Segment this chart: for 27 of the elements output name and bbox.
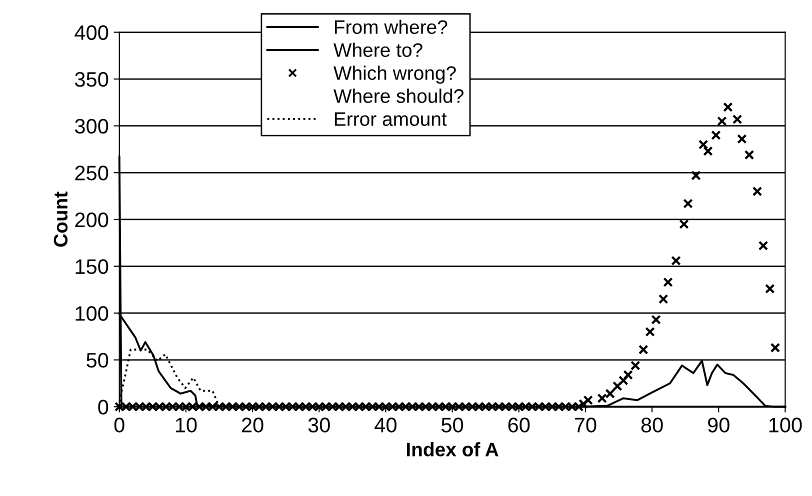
legend-label: Where to? — [333, 42, 422, 57]
y-tick-label: 0 — [98, 400, 108, 414]
x-tick-label: 10 — [176, 418, 197, 432]
x-tick-label: 90 — [708, 418, 730, 432]
x-tick-label: 30 — [308, 418, 330, 432]
y-tick-label: 400 — [74, 25, 108, 40]
y-tick-label: 350 — [74, 72, 108, 87]
text: Where should? — [333, 88, 464, 103]
x-tick-label: 50 — [442, 418, 464, 432]
legend-label: Error amount — [334, 112, 447, 126]
y-tick-label: 300 — [74, 118, 108, 134]
x-tick-label: 100 — [769, 418, 802, 432]
y-tick-label: 250 — [75, 166, 108, 180]
y-tick-label: 50 — [86, 352, 108, 368]
y-tick-label: 100 — [76, 306, 108, 321]
x-tick-label: 40 — [374, 418, 396, 432]
x-tick-label: 70 — [574, 418, 596, 432]
y-tick-label: 200 — [75, 212, 108, 228]
x-tick-label: 80 — [641, 418, 663, 432]
legend-label: From where? — [334, 20, 448, 34]
y-axis-title: Count — [54, 192, 68, 247]
x-tick-label: 60 — [508, 418, 530, 432]
y-tick-label: 150 — [76, 259, 108, 274]
x-axis-title: Index of A — [406, 442, 498, 456]
legend-label: Which wrong? — [333, 66, 456, 84]
x-tick-label: 0 — [114, 418, 124, 432]
x-tick-label: 20 — [242, 418, 264, 432]
